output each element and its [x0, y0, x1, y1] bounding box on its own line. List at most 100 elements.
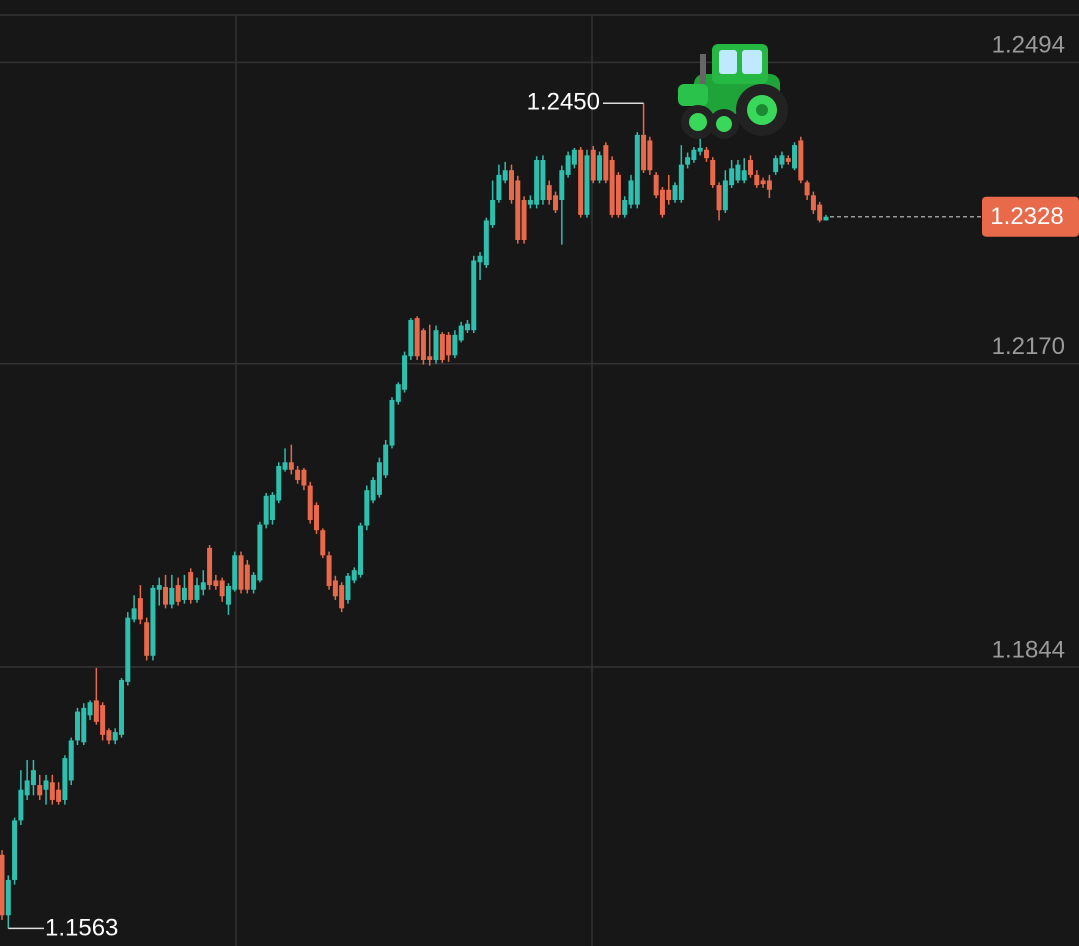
candle-body	[288, 462, 294, 470]
candle-body	[647, 140, 653, 171]
candle-body	[502, 170, 508, 181]
candle-body	[622, 199, 628, 215]
candle-body	[18, 789, 24, 821]
candle-body	[685, 157, 691, 165]
candle-body	[678, 164, 684, 200]
candle-body	[414, 318, 420, 357]
candle-body	[358, 525, 364, 575]
candle-body	[653, 174, 659, 196]
candle-body	[748, 159, 754, 175]
candle-body	[735, 164, 741, 181]
candle-body	[181, 587, 187, 600]
candle-body	[370, 479, 376, 501]
candle-body	[754, 174, 760, 186]
y-tick-label: 1.2494	[992, 32, 1065, 59]
candle-body	[527, 199, 533, 205]
candle-body	[823, 216, 829, 221]
candle-body	[332, 580, 338, 597]
candle-body	[402, 355, 408, 390]
candle-body	[225, 586, 231, 605]
candle-body	[722, 180, 728, 211]
candle-body	[798, 140, 804, 181]
candle-body	[659, 189, 665, 215]
candle-body	[760, 180, 766, 185]
candle-body	[710, 159, 716, 186]
candle-body	[106, 730, 112, 741]
low-marker-label: 1.1563	[45, 915, 118, 942]
candle-body	[395, 384, 401, 402]
candle-body	[345, 575, 351, 600]
candle-body	[508, 170, 514, 200]
candle-body	[540, 159, 546, 200]
candle-body	[584, 155, 590, 215]
candle-body	[672, 185, 678, 200]
candle-body	[810, 195, 816, 211]
candle-body	[194, 585, 200, 600]
candle-body	[703, 149, 709, 159]
candle-body	[729, 168, 735, 186]
candle-body	[597, 155, 603, 181]
candle-body	[609, 159, 615, 215]
candle-body	[119, 679, 125, 735]
last-price-badge	[982, 196, 1079, 237]
candle-body	[408, 319, 414, 357]
candle-body	[364, 490, 370, 526]
candle-body	[578, 149, 584, 215]
y-tick-label: 1.1844	[992, 636, 1065, 663]
candle-body	[490, 199, 496, 226]
candle-body	[590, 149, 596, 181]
candle-body	[320, 530, 326, 556]
candle-body	[615, 174, 621, 215]
candle-body	[238, 555, 244, 590]
candle-body	[628, 180, 634, 205]
candle-body	[0, 854, 5, 916]
candle-body	[553, 195, 559, 211]
tractor-icon	[678, 44, 788, 139]
candle-body	[471, 260, 477, 331]
candle-body	[521, 199, 527, 240]
candle-body	[383, 444, 389, 476]
last-price-label: 1.2328	[990, 203, 1063, 230]
candle-body	[515, 180, 521, 240]
candle-body	[137, 598, 143, 620]
candle-body	[93, 700, 99, 722]
candle-body	[219, 580, 225, 597]
candle-body	[458, 325, 464, 341]
candle-body	[546, 185, 552, 200]
candle-body	[207, 547, 213, 586]
candle-body	[565, 155, 571, 175]
candle-body	[131, 608, 137, 620]
candle-body	[43, 780, 49, 790]
candle-body	[156, 585, 162, 590]
candle-body	[37, 785, 43, 796]
candle-body	[634, 134, 640, 205]
candle-body	[376, 462, 382, 495]
candle-body	[68, 740, 74, 781]
candle-body	[244, 564, 250, 590]
candle-body	[175, 585, 181, 602]
candle-body	[213, 580, 219, 587]
candle-body	[150, 587, 156, 656]
plot-area: 1.1844 1.2170 1.2494 1.2328 1.2450 1.1563	[0, 32, 1079, 942]
candle-body	[74, 711, 80, 741]
candle-body	[741, 170, 747, 181]
candle-body	[12, 820, 18, 880]
candle-body	[144, 622, 150, 656]
candle-body	[163, 586, 169, 605]
candle-body	[716, 185, 722, 211]
candle-body	[5, 879, 11, 916]
candle-body	[496, 174, 502, 200]
candle-body	[339, 585, 345, 609]
candle-body	[666, 189, 672, 200]
candle-body	[641, 134, 647, 171]
candle-body	[439, 333, 445, 360]
candle-body	[427, 356, 433, 360]
candle-body	[112, 732, 118, 741]
candle-body	[30, 770, 36, 786]
candle-body	[691, 149, 697, 160]
candle-body	[773, 158, 779, 173]
candle-body	[420, 330, 426, 360]
